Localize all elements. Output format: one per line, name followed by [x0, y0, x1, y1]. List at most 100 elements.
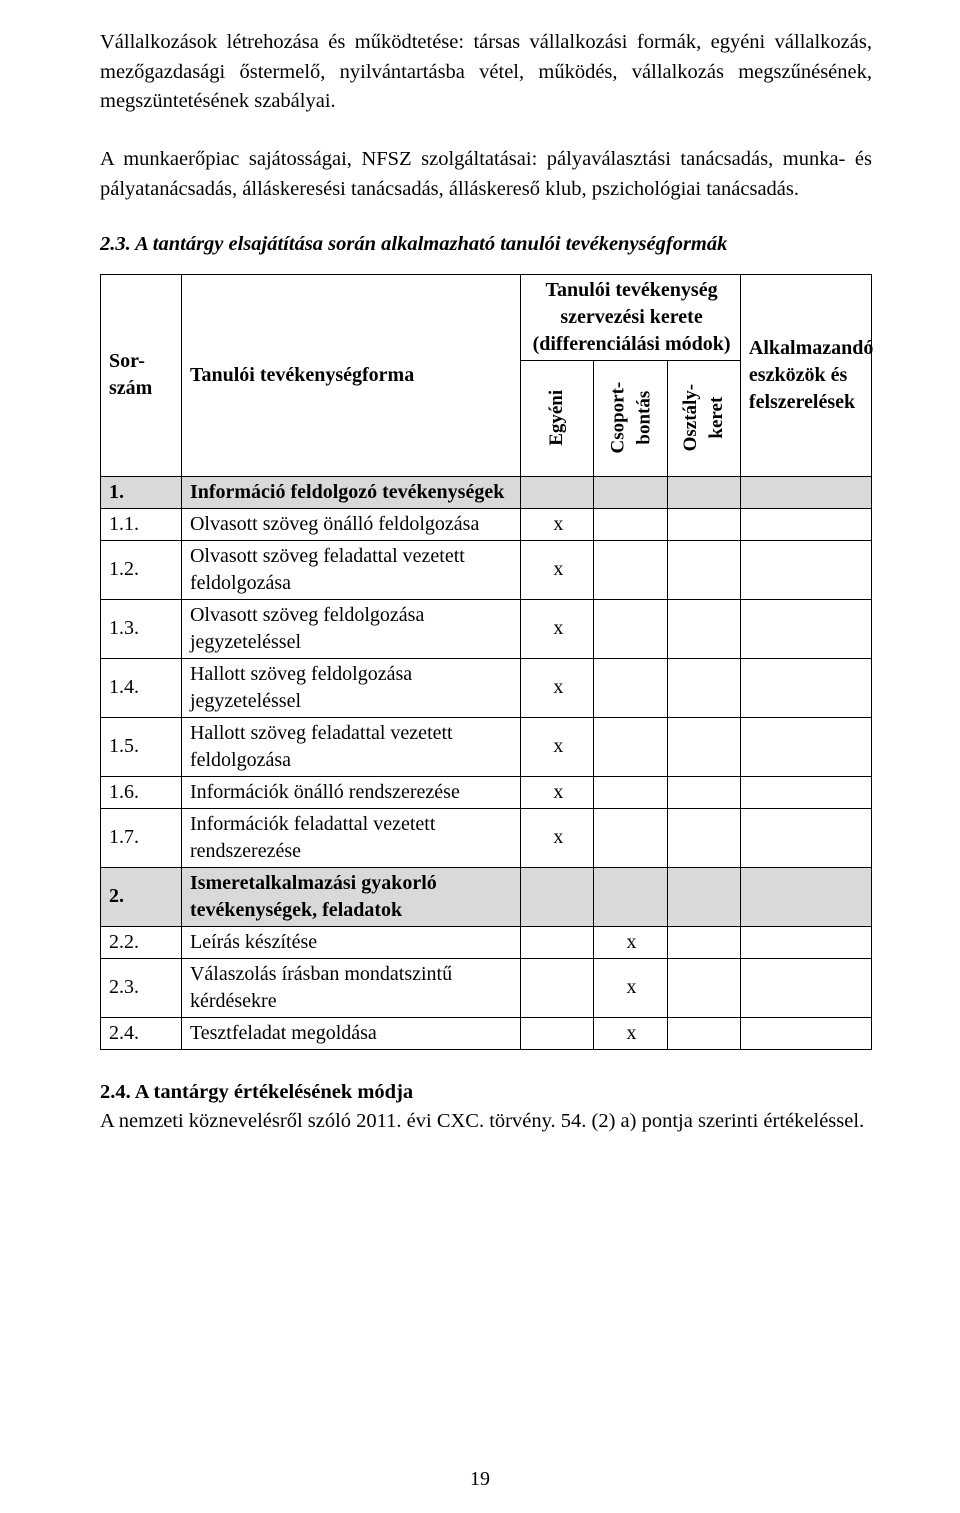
mark-cell — [667, 540, 740, 599]
mark-cell — [667, 658, 740, 717]
mark-cell — [594, 776, 667, 808]
row-number: 1.1. — [101, 508, 182, 540]
mark-cell — [521, 926, 594, 958]
table-row: 1.5.Hallott szöveg feladattal vezetett f… — [101, 717, 872, 776]
alk-cell — [740, 599, 871, 658]
mark-cell — [521, 867, 594, 926]
row-name: Információk önálló rendszerezése — [181, 776, 520, 808]
header-group: Tanulói tevékenység szervezési kerete (d… — [521, 274, 741, 360]
row-number: 2.4. — [101, 1017, 182, 1049]
row-name: Információk feladattal vezetett rendszer… — [181, 808, 520, 867]
alk-cell — [740, 717, 871, 776]
alk-cell — [740, 508, 871, 540]
table-row: 1.3.Olvasott szöveg feldolgozása jegyzet… — [101, 599, 872, 658]
alk-cell — [740, 658, 871, 717]
section-2-4: 2.4. A tantárgy értékelésének módja A ne… — [100, 1078, 872, 1137]
alk-cell — [740, 476, 871, 508]
mark-cell — [594, 808, 667, 867]
row-name: Olvasott szöveg önálló feldolgozása — [181, 508, 520, 540]
row-name: Leírás készítése — [181, 926, 520, 958]
header-forma: Tanulói tevékenységforma — [181, 274, 520, 476]
mark-cell — [667, 808, 740, 867]
mark-cell — [667, 1017, 740, 1049]
alk-cell — [740, 958, 871, 1017]
table-row: 2.Ismeretalkalmazási gyakorló tevékenysé… — [101, 867, 872, 926]
table-row: 1.4.Hallott szöveg feldolgozása jegyzete… — [101, 658, 872, 717]
page-number: 19 — [0, 1468, 960, 1491]
table-row: 2.2.Leírás készítése x — [101, 926, 872, 958]
mark-cell — [594, 508, 667, 540]
alk-cell — [740, 926, 871, 958]
mark-cell: x — [521, 717, 594, 776]
row-name: Hallott szöveg feladattal vezetett feldo… — [181, 717, 520, 776]
table-header-row-1: Sor- szám Tanulói tevékenységforma Tanul… — [101, 274, 872, 360]
row-name: Ismeretalkalmazási gyakorló tevékenysége… — [181, 867, 520, 926]
header-egyeni: Egyéni — [521, 360, 594, 476]
row-number: 1.2. — [101, 540, 182, 599]
mark-cell: x — [521, 776, 594, 808]
mark-cell: x — [521, 658, 594, 717]
row-number: 1.3. — [101, 599, 182, 658]
intro-paragraph-1: Vállalkozások létrehozása és működtetése… — [100, 28, 872, 117]
row-number: 2. — [101, 867, 182, 926]
table-row: 1.7.Információk feladattal vezetett rend… — [101, 808, 872, 867]
mark-cell — [667, 926, 740, 958]
table-row: 2.3.Válaszolás írásban mondatszintű kérd… — [101, 958, 872, 1017]
table-row: 1.1.Olvasott szöveg önálló feldolgozásax — [101, 508, 872, 540]
mark-cell — [667, 717, 740, 776]
mark-cell: x — [521, 540, 594, 599]
header-csoport: Csoport- bontás — [594, 360, 667, 476]
header-sorszam: Sor- szám — [101, 274, 182, 476]
mark-cell: x — [521, 508, 594, 540]
table-row: 1.Információ feldolgozó tevékenységek — [101, 476, 872, 508]
row-number: 1.7. — [101, 808, 182, 867]
row-number: 2.2. — [101, 926, 182, 958]
table-row: 1.6.Információk önálló rendszerezésex — [101, 776, 872, 808]
row-name: Olvasott szöveg feldolgozása jegyzetelés… — [181, 599, 520, 658]
mark-cell — [667, 508, 740, 540]
row-number: 1.6. — [101, 776, 182, 808]
mark-cell — [594, 599, 667, 658]
row-name: Tesztfeladat megoldása — [181, 1017, 520, 1049]
section-2-4-text: A nemzeti köznevelésről szóló 2011. évi … — [100, 1110, 864, 1132]
mark-cell — [594, 658, 667, 717]
mark-cell — [521, 1017, 594, 1049]
mark-cell — [594, 717, 667, 776]
alk-cell — [740, 1017, 871, 1049]
mark-cell — [667, 599, 740, 658]
table-body: 1.Információ feldolgozó tevékenységek1.1… — [101, 476, 872, 1049]
alk-cell — [740, 867, 871, 926]
mark-cell — [667, 958, 740, 1017]
header-alk: Alkalmazandó eszközök és felszerelések — [740, 274, 871, 476]
mark-cell — [594, 540, 667, 599]
mark-cell — [667, 867, 740, 926]
row-number: 1.5. — [101, 717, 182, 776]
document-page: Vállalkozások létrehozása és működtetése… — [0, 0, 960, 1513]
row-number: 1. — [101, 476, 182, 508]
mark-cell: x — [521, 599, 594, 658]
alk-cell — [740, 808, 871, 867]
mark-cell: x — [521, 808, 594, 867]
row-number: 1.4. — [101, 658, 182, 717]
mark-cell — [594, 476, 667, 508]
section-2-4-heading: 2.4. A tantárgy értékelésének módja — [100, 1081, 413, 1103]
activity-table: Sor- szám Tanulói tevékenységforma Tanul… — [100, 274, 872, 1050]
row-number: 2.3. — [101, 958, 182, 1017]
mark-cell — [667, 476, 740, 508]
table-row: 2.4.Tesztfeladat megoldása x — [101, 1017, 872, 1049]
mark-cell — [667, 776, 740, 808]
mark-cell — [521, 476, 594, 508]
alk-cell — [740, 776, 871, 808]
intro-paragraph-2: A munkaerőpiac sajátosságai, NFSZ szolgá… — [100, 145, 872, 204]
mark-cell — [521, 958, 594, 1017]
alk-cell — [740, 540, 871, 599]
mark-cell: x — [594, 926, 667, 958]
mark-cell — [594, 867, 667, 926]
row-name: Információ feldolgozó tevékenységek — [181, 476, 520, 508]
table-row: 1.2.Olvasott szöveg feladattal vezetett … — [101, 540, 872, 599]
mark-cell: x — [594, 1017, 667, 1049]
row-name: Olvasott szöveg feladattal vezetett feld… — [181, 540, 520, 599]
row-name: Válaszolás írásban mondatszintű kérdések… — [181, 958, 520, 1017]
header-osztaly: Osztály- keret — [667, 360, 740, 476]
section-2-3-heading: 2.3. A tantárgy elsajátítása során alkal… — [100, 233, 872, 256]
